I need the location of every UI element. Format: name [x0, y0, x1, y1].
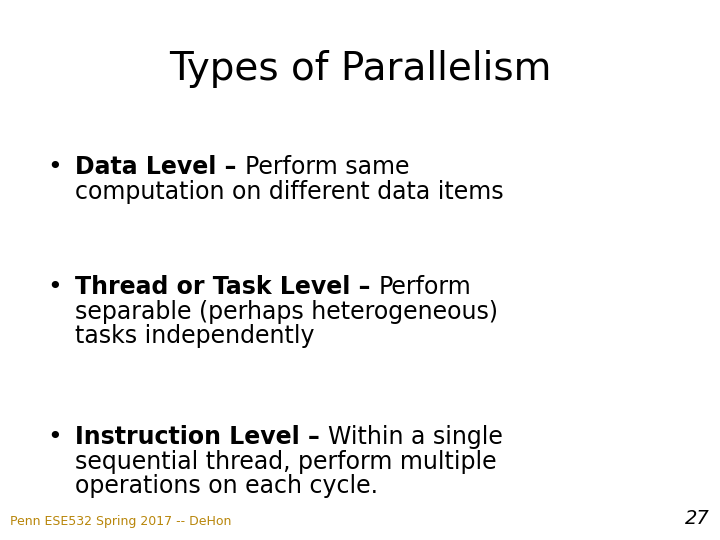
Text: computation on different data items: computation on different data items — [75, 180, 503, 204]
Text: Types of Parallelism: Types of Parallelism — [168, 50, 552, 88]
Text: 27: 27 — [685, 509, 710, 528]
Text: •: • — [48, 155, 63, 179]
Text: Data Level –: Data Level – — [75, 155, 245, 179]
Text: sequential thread, perform multiple: sequential thread, perform multiple — [75, 450, 497, 474]
Text: Thread or Task Level –: Thread or Task Level – — [75, 275, 379, 299]
Text: Penn ESE532 Spring 2017 -- DeHon: Penn ESE532 Spring 2017 -- DeHon — [10, 515, 231, 528]
Text: operations on each cycle.: operations on each cycle. — [75, 474, 378, 498]
Text: Perform: Perform — [379, 275, 472, 299]
Text: Instruction Level –: Instruction Level – — [75, 425, 328, 449]
Text: tasks independently: tasks independently — [75, 325, 315, 348]
Text: Perform same: Perform same — [245, 155, 409, 179]
Text: •: • — [48, 275, 63, 299]
Text: •: • — [48, 425, 63, 449]
Text: separable (perhaps heterogeneous): separable (perhaps heterogeneous) — [75, 300, 498, 323]
Text: Within a single: Within a single — [328, 425, 503, 449]
